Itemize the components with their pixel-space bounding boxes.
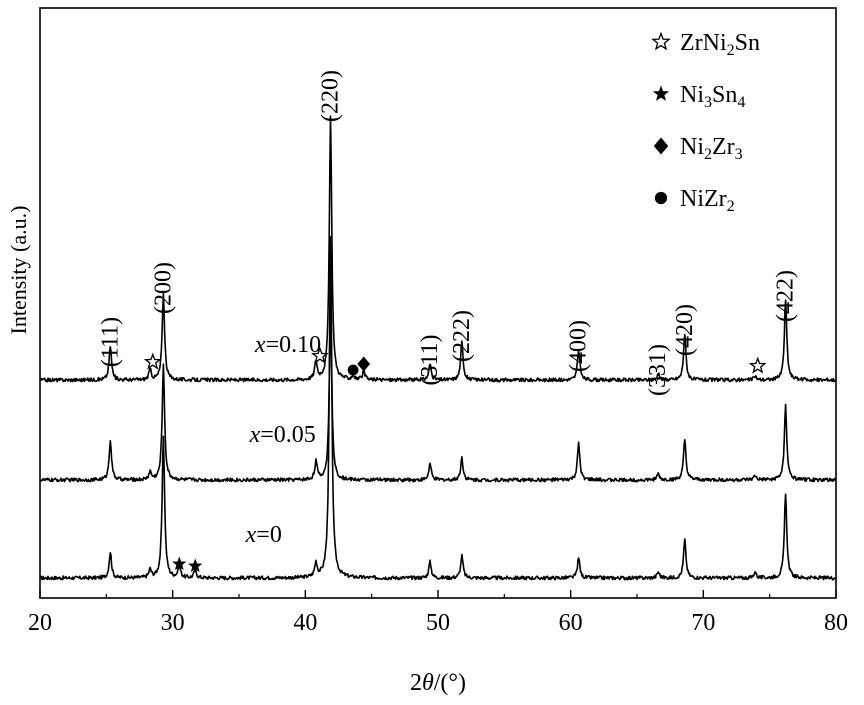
series-label-var: x (254, 332, 266, 358)
annotations: (111) (200) (220) (311) (222) (400) (331)(420)… (97, 70, 799, 573)
x-tick-label: 60 (559, 610, 583, 636)
x-axis-label-theta: θ (422, 670, 434, 696)
legend-text: Sn (712, 82, 737, 108)
legend-label: NiZr2 (680, 186, 735, 215)
peak-label: (220) (318, 70, 344, 122)
x-tick-label: 20 (28, 610, 52, 636)
peak-label: (200) (150, 262, 176, 314)
x-tick-label: 40 (293, 610, 317, 636)
series-label-x=0.10: x=0.10 (254, 332, 321, 358)
legend-text: ZrNi (680, 30, 727, 56)
legend-subscript: 2 (727, 42, 735, 59)
legend-text: Zr (712, 134, 735, 160)
legend-text: Ni (680, 82, 704, 108)
filled-circle-marker (347, 364, 359, 376)
legend-label: Ni3Sn4 (680, 82, 745, 111)
filled-circle-marker (654, 191, 668, 205)
series-label-x=0: x=0 (245, 522, 282, 548)
legend-label: Ni2Zr3 (680, 134, 743, 163)
legend-subscript: 2 (727, 198, 735, 215)
legend-subscript: 3 (735, 146, 743, 163)
open-star-marker (748, 356, 767, 374)
y-axis-label: Intensity (a.u.) (6, 206, 31, 335)
open-star-marker (651, 31, 671, 51)
peak-label: (422) (773, 270, 799, 322)
legend-entry: ZrNi2Sn (651, 30, 760, 59)
x-tick-label: 80 (824, 610, 848, 636)
peak-label: (331) (645, 344, 671, 396)
x-tick-label: 30 (161, 610, 185, 636)
peak-label: (111) (97, 317, 123, 367)
filled-star-marker (172, 556, 187, 571)
x-tick-label: 50 (426, 610, 450, 636)
legend-subscript: 4 (737, 94, 745, 111)
series-line-x=0 (40, 235, 836, 581)
filled-diamond-marker (357, 356, 371, 372)
open-star-marker (311, 346, 329, 364)
peak-label: (222) (449, 310, 475, 362)
legend-entry: NiZr2 (654, 186, 735, 215)
x-axis-label-prefix: 2 (410, 670, 422, 696)
open-star-marker (143, 352, 162, 370)
series-label-value: =0 (256, 522, 282, 548)
x-axis-label: 2θ/(°) (410, 670, 466, 696)
filled-diamond-marker (653, 137, 669, 155)
series-label-x=0.05: x=0.05 (249, 422, 316, 448)
legend-label: ZrNi2Sn (680, 30, 760, 59)
series-line-x=0.10 (39, 115, 837, 383)
series-label-var: x (249, 422, 261, 448)
series-label-value: =0.05 (260, 422, 316, 448)
legend-text: NiZr (680, 186, 727, 212)
peak-label: (311) (417, 334, 443, 385)
filled-star-marker (652, 85, 670, 101)
legend-subscript: 2 (704, 146, 712, 163)
peak-label: (420) (672, 304, 698, 356)
legend-subscript: 3 (704, 94, 712, 111)
x-tick-label: 70 (691, 610, 715, 636)
x-axis-label-suffix: /(°) (434, 670, 466, 696)
legend-text: Sn (735, 30, 760, 56)
series-label-var: x (245, 522, 257, 548)
legend-entry: Ni3Sn4 (652, 82, 745, 111)
peak-label: (400) (566, 320, 592, 372)
legend-text: Ni (680, 134, 704, 160)
series-line-x=0.05 (39, 305, 837, 483)
filled-star-marker (188, 558, 203, 573)
legend-entry: Ni2Zr3 (653, 134, 743, 163)
